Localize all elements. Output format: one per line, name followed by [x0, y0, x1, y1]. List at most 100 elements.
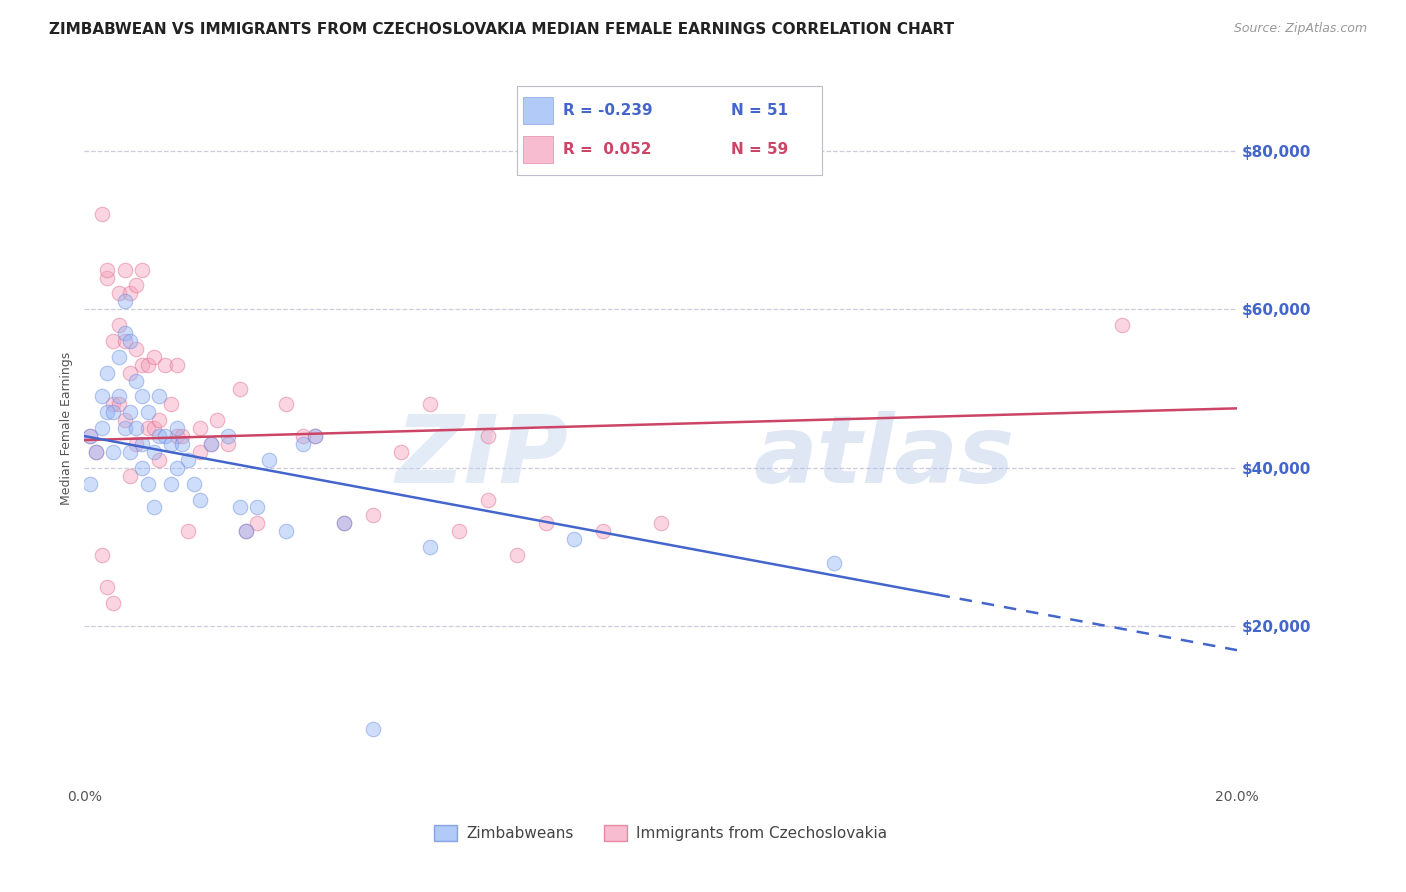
Point — [96, 270, 118, 285]
Point — [142, 445, 165, 459]
Point — [292, 429, 315, 443]
Point — [96, 262, 118, 277]
Point — [160, 437, 183, 451]
Point — [108, 286, 131, 301]
Point — [108, 389, 131, 403]
Point — [96, 405, 118, 419]
Point — [304, 429, 326, 443]
Point — [131, 262, 153, 277]
Legend: Zimbabweans, Immigrants from Czechoslovakia: Zimbabweans, Immigrants from Czechoslova… — [426, 817, 896, 848]
Point — [103, 397, 124, 411]
Point — [120, 286, 142, 301]
Point — [419, 540, 441, 554]
Point — [177, 524, 200, 539]
Point — [125, 342, 148, 356]
Point — [183, 476, 205, 491]
Point — [257, 453, 280, 467]
Point — [79, 429, 101, 443]
Point — [564, 532, 586, 546]
Point — [148, 429, 170, 443]
Point — [120, 366, 142, 380]
Point — [361, 723, 384, 737]
Point — [218, 437, 240, 451]
Point — [90, 421, 112, 435]
Point — [172, 437, 194, 451]
Point — [148, 453, 170, 467]
Y-axis label: Median Female Earnings: Median Female Earnings — [60, 351, 73, 505]
Point — [449, 524, 471, 539]
Point — [120, 334, 142, 348]
Point — [177, 453, 200, 467]
Point — [108, 350, 131, 364]
Point — [114, 334, 136, 348]
Point — [276, 397, 298, 411]
Point — [103, 596, 124, 610]
Point — [114, 326, 136, 340]
Point — [153, 429, 176, 443]
Point — [148, 389, 170, 403]
Point — [188, 445, 211, 459]
Point — [333, 516, 356, 531]
Point — [166, 421, 188, 435]
Point — [650, 516, 672, 531]
Point — [108, 318, 131, 332]
Point — [114, 413, 136, 427]
Point — [506, 548, 529, 562]
Text: ZIMBABWEAN VS IMMIGRANTS FROM CZECHOSLOVAKIA MEDIAN FEMALE EARNINGS CORRELATION : ZIMBABWEAN VS IMMIGRANTS FROM CZECHOSLOV… — [49, 22, 955, 37]
Point — [103, 445, 124, 459]
Point — [148, 413, 170, 427]
Point — [419, 397, 441, 411]
FancyBboxPatch shape — [517, 86, 823, 175]
Point — [136, 358, 159, 372]
Point — [84, 445, 107, 459]
Point — [166, 358, 188, 372]
Point — [477, 492, 499, 507]
Point — [229, 382, 252, 396]
Text: N = 51: N = 51 — [731, 103, 787, 118]
Point — [823, 556, 845, 570]
Point — [166, 460, 188, 475]
Point — [246, 500, 269, 515]
Point — [90, 389, 112, 403]
Point — [1111, 318, 1133, 332]
Point — [361, 508, 384, 523]
Point — [246, 516, 269, 531]
FancyBboxPatch shape — [523, 136, 554, 163]
Point — [79, 429, 101, 443]
Point — [205, 413, 228, 427]
Point — [142, 421, 165, 435]
Point — [477, 429, 499, 443]
Point — [235, 524, 257, 539]
Point — [90, 207, 112, 221]
Point — [218, 429, 240, 443]
Text: R = -0.239: R = -0.239 — [562, 103, 652, 118]
Text: ZIP: ZIP — [395, 410, 568, 503]
Point — [172, 429, 194, 443]
Text: Source: ZipAtlas.com: Source: ZipAtlas.com — [1233, 22, 1367, 36]
Point — [120, 445, 142, 459]
Point — [304, 429, 326, 443]
Point — [333, 516, 356, 531]
Point — [200, 437, 222, 451]
Point — [84, 445, 107, 459]
Point — [131, 389, 153, 403]
Point — [125, 421, 148, 435]
Text: atlas: atlas — [754, 410, 1014, 503]
Point — [235, 524, 257, 539]
Point — [103, 334, 124, 348]
Point — [136, 421, 159, 435]
Point — [103, 405, 124, 419]
Point — [188, 421, 211, 435]
Point — [142, 500, 165, 515]
Point — [188, 492, 211, 507]
Point — [125, 278, 148, 293]
Point — [592, 524, 614, 539]
FancyBboxPatch shape — [523, 97, 554, 124]
Point — [96, 366, 118, 380]
Point — [108, 397, 131, 411]
Point — [131, 437, 153, 451]
Point — [391, 445, 413, 459]
Point — [125, 437, 148, 451]
Point — [120, 405, 142, 419]
Point — [229, 500, 252, 515]
